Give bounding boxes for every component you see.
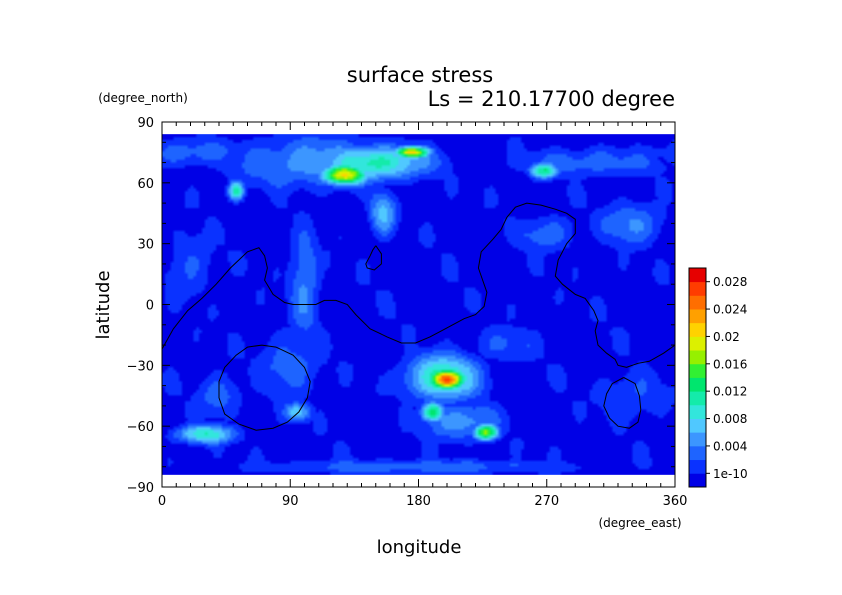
topography-contours <box>161 202 676 431</box>
colorbar-swatch <box>689 363 706 378</box>
colorbar: 0.028 0.024 0.02 0.016 0.012 0.008 0.004 1e-10 <box>688 267 748 488</box>
y-tick-label: 90 <box>137 116 154 131</box>
x-tick-label: 360 <box>663 494 688 509</box>
colorbar-swatch <box>689 336 706 351</box>
colorbar-swatch <box>689 309 706 324</box>
colorbar-tick-label: 0.008 <box>713 412 747 426</box>
plot-area: 0 90 180 270 360 90 60 30 0 −30 −60 −90 <box>127 116 688 509</box>
colorbar-tick-label: 0.02 <box>713 330 740 344</box>
colorbar-labels: 0.028 0.024 0.02 0.016 0.012 0.008 0.004 1e-10 <box>706 275 748 481</box>
colorbar-swatch <box>689 377 706 392</box>
x-tick-label: 270 <box>534 494 559 509</box>
colorbar-swatch <box>689 404 706 419</box>
colorbar-swatch <box>689 281 706 296</box>
y-units-label: (degree_north) <box>98 91 188 105</box>
colorbar-tick-label: 0.024 <box>713 303 747 317</box>
colorbar-tick-label: 0.004 <box>713 439 747 453</box>
colorbar-tick-label: 0.012 <box>713 385 747 399</box>
colorbar-swatch <box>689 295 706 310</box>
x-tick-label: 90 <box>282 494 299 509</box>
contour-line-1 <box>161 202 676 368</box>
colorbar-swatch <box>689 418 706 433</box>
y-tick-label: 0 <box>146 299 154 314</box>
colorbar-swatch <box>689 391 706 406</box>
colorbar-swatch <box>689 445 706 461</box>
colorbar-frame <box>688 267 707 488</box>
x-units-label: (degree_east) <box>598 516 681 530</box>
y-tick-label: −30 <box>127 359 154 374</box>
colorbar-tick-label: 0.016 <box>713 357 747 371</box>
x-tick-label: 0 <box>158 494 166 509</box>
colorbar-swatch <box>689 322 706 337</box>
colorbar-swatches <box>689 268 706 488</box>
colorbar-swatch <box>689 473 706 488</box>
colorbar-swatch <box>689 459 706 474</box>
colorbar-swatch <box>689 350 706 365</box>
x-axis-ticks: 0 90 180 270 360 <box>158 122 688 509</box>
y-tick-label: −90 <box>127 481 154 496</box>
y-tick-label: 30 <box>137 238 154 253</box>
y-axis-ticks: 90 60 30 0 −30 −60 −90 <box>127 116 675 496</box>
chart-title: surface stress <box>347 63 493 87</box>
chart-subtitle: Ls = 210.17700 degree <box>428 87 675 111</box>
contour-line-4 <box>603 377 642 429</box>
x-axis-title: longitude <box>377 537 462 558</box>
colorbar-tick-label: 1e-10 <box>713 467 748 481</box>
y-tick-label: −60 <box>127 420 154 435</box>
colorbar-tick-label: 0.028 <box>713 275 747 289</box>
x-tick-label: 180 <box>406 494 431 509</box>
colorbar-swatch <box>689 268 706 283</box>
y-tick-label: 60 <box>137 177 154 192</box>
contour-line-2 <box>365 245 382 271</box>
y-axis-title: latitude <box>93 270 114 339</box>
colorbar-swatch <box>689 432 706 447</box>
contour-line-3 <box>218 344 311 431</box>
